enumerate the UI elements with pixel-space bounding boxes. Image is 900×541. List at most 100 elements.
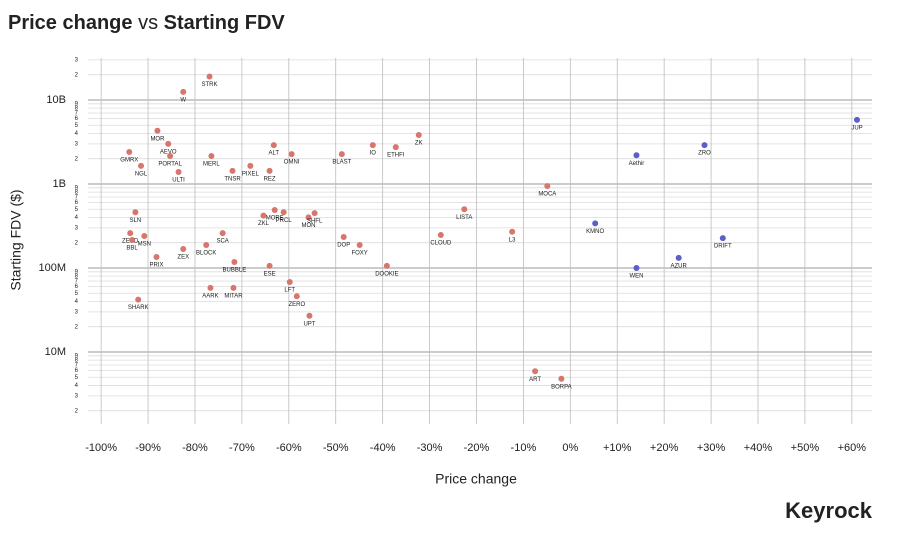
x-tick-label: +20% — [650, 442, 679, 454]
x-tick-label: +60% — [838, 442, 867, 454]
point-label: GMRX — [120, 158, 138, 164]
y-minor-tick-label: 3 — [75, 225, 79, 231]
point-label: PRCL — [276, 218, 293, 224]
point — [135, 296, 142, 303]
point-label: BORPA — [551, 384, 572, 390]
x-tick-label: -100% — [85, 442, 117, 454]
y-minor-tick-label: 4 — [75, 131, 79, 137]
x-tick-label: -10% — [511, 442, 537, 454]
point-label: REZ — [264, 177, 276, 183]
point-label: LISTA — [456, 215, 472, 221]
point-label: MSN — [138, 242, 151, 248]
y-minor-tick-label: 4 — [75, 383, 79, 389]
y-tick-label: 100M — [38, 262, 66, 274]
point — [207, 284, 214, 291]
y-tick-label: 10M — [45, 346, 66, 358]
point-label: ALT — [269, 151, 280, 157]
point — [592, 220, 599, 227]
y-minor-tick-label: 7 — [75, 111, 79, 117]
x-tick-label: -50% — [323, 442, 349, 454]
x-tick-label: +10% — [603, 442, 632, 454]
point-label: BUBBLE — [223, 268, 247, 274]
point — [415, 131, 422, 138]
point-label: ART — [529, 377, 541, 383]
point-label: ZERO — [288, 302, 305, 308]
point — [293, 293, 300, 300]
point-label: DOOKIE — [375, 271, 398, 277]
point-label: OMNI — [284, 160, 300, 166]
point — [461, 206, 468, 213]
point-label: AEVO — [160, 149, 177, 155]
y-tick-label: 10B — [46, 94, 66, 106]
point-label: MOR — [150, 136, 165, 142]
point — [311, 210, 318, 217]
y-minor-tick-label: 4 — [75, 215, 79, 221]
point-label: STRK — [202, 82, 218, 88]
point — [138, 162, 145, 169]
point — [230, 284, 237, 291]
x-tick-label: -90% — [135, 442, 161, 454]
y-minor-tick-label: 2 — [75, 72, 79, 78]
point — [270, 142, 277, 149]
point — [206, 73, 213, 80]
point-label: DOP — [337, 243, 350, 249]
point — [532, 368, 539, 375]
point-label: PORTAL — [158, 162, 182, 168]
y-minor-tick-label: 9 — [75, 101, 79, 107]
point-label: ULTI — [172, 178, 185, 184]
point-label: BLAST — [332, 160, 351, 166]
point-label: CLOUD — [430, 241, 452, 247]
point-label: UPT — [303, 321, 315, 327]
y-minor-tick-label: 2 — [75, 324, 79, 330]
y-minor-tick-label: 3 — [75, 57, 79, 63]
y-minor-tick-label: 7 — [75, 279, 79, 285]
point — [266, 262, 273, 269]
point-label: BBL — [126, 246, 138, 252]
point-label: SLN — [130, 218, 142, 224]
point — [544, 183, 551, 190]
point-label: W — [180, 97, 186, 103]
point-label: IO — [370, 151, 377, 157]
point-label: LFT — [284, 288, 295, 294]
y-tick-label: 1B — [53, 178, 66, 190]
point — [719, 235, 726, 242]
point-label: MON — [302, 223, 316, 229]
point-label: BLOCK — [196, 251, 216, 257]
point-label: ZRO — [698, 151, 711, 157]
y-minor-tick-label: 5 — [75, 123, 79, 129]
point — [853, 116, 860, 123]
point — [229, 167, 236, 174]
point-label: WEN — [629, 274, 643, 280]
point-label: MORE — [266, 216, 284, 222]
point-label: ETHFI — [387, 153, 405, 159]
point — [286, 279, 293, 286]
x-tick-label: +50% — [791, 442, 820, 454]
point-label: Aethir — [629, 161, 645, 167]
x-tick-label: +30% — [697, 442, 726, 454]
point-label: TNSR — [224, 177, 241, 183]
point — [509, 228, 516, 235]
point — [127, 230, 134, 237]
y-minor-tick-label: 2 — [75, 240, 79, 246]
y-minor-tick-label: 2 — [75, 408, 79, 414]
y-minor-tick-label: 2 — [75, 156, 79, 162]
point-label: ESE — [264, 271, 276, 277]
point — [383, 262, 390, 269]
point — [219, 230, 226, 237]
x-tick-label: -40% — [370, 442, 396, 454]
title-part: vs — [138, 12, 158, 34]
point-label: SHFL — [307, 219, 323, 225]
point — [180, 246, 187, 253]
point — [132, 209, 139, 216]
y-minor-tick-label: 8 — [75, 274, 79, 280]
point — [633, 264, 640, 271]
y-minor-tick-label: 5 — [75, 375, 79, 381]
x-tick-label: -60% — [276, 442, 302, 454]
x-tick-label: -30% — [417, 442, 443, 454]
point-label: AARK — [202, 293, 218, 299]
y-minor-tick-label: 8 — [75, 358, 79, 364]
point — [129, 237, 136, 244]
point — [437, 231, 444, 238]
point-label: PIXEL — [242, 172, 260, 178]
